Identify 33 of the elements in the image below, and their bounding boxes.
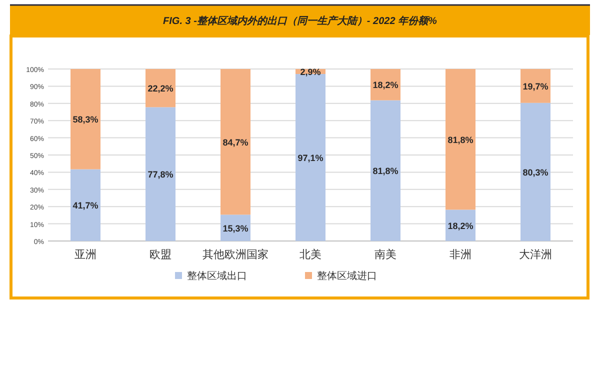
data-label: 84,7%: [222, 137, 248, 148]
data-label: 22,2%: [148, 84, 174, 94]
data-label: 2,9%: [300, 66, 321, 77]
bar: [446, 69, 476, 210]
x-tick-label: 非洲: [450, 248, 472, 261]
x-tick-label: 亚洲: [74, 248, 96, 261]
bar: [520, 69, 550, 103]
data-label: 81,8%: [448, 134, 474, 145]
bar: [70, 69, 100, 170]
bar: [146, 69, 176, 108]
bar: [146, 107, 176, 241]
bar: [220, 69, 250, 215]
x-tick-label: 北美: [300, 248, 322, 261]
legend-label: 整体区域进口: [317, 270, 377, 282]
chart-title: FIG. 3 -整体区域内外的出口（同一生产大陆）- 2022 年份额%: [163, 15, 438, 27]
bar: [70, 169, 100, 241]
data-label: 41,7%: [72, 200, 98, 211]
data-label: 58,3%: [72, 114, 98, 125]
data-label: 77,8%: [148, 170, 174, 180]
bar: [370, 100, 400, 241]
data-label: 81,8%: [372, 166, 398, 176]
x-tick-label: 其他欧洲国家: [202, 248, 268, 261]
data-label: 97,1%: [298, 152, 324, 163]
data-label: 19,7%: [522, 81, 548, 92]
data-label: 15,3%: [222, 223, 248, 234]
bar: [520, 102, 550, 241]
data-label: 18,2%: [372, 80, 398, 90]
x-tick-label: 欧盟: [150, 249, 172, 261]
x-tick-label: 南美: [374, 248, 396, 261]
data-label: 18,2%: [448, 220, 474, 231]
legend-label: 整体区域出口: [187, 270, 247, 282]
x-tick-label: 大洋洲: [519, 248, 552, 261]
data-label: 80,3%: [522, 167, 548, 178]
